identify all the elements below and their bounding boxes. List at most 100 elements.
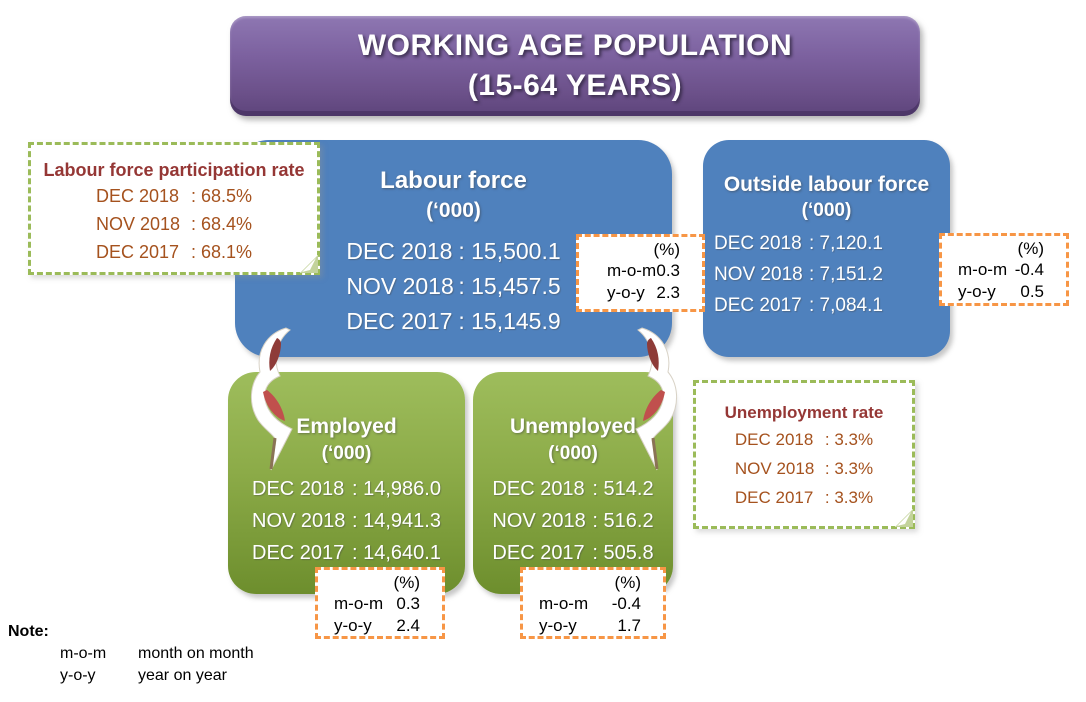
curved-down-arrow-icon bbox=[251, 327, 293, 471]
row-period: DEC 2018 bbox=[252, 478, 345, 500]
pct-row: y-o-y 2.4 bbox=[334, 615, 420, 637]
pct-row: m-o-m -0.4 bbox=[958, 259, 1044, 281]
row-period: NOV 2018 bbox=[492, 510, 586, 532]
pct-value: 2.4 bbox=[396, 616, 420, 635]
row-value: : 14,986.0 bbox=[352, 478, 441, 500]
pct-value: 0.3 bbox=[656, 261, 680, 280]
pct-label: m-o-m bbox=[958, 260, 1008, 279]
row-value: : 7,151.2 bbox=[809, 264, 883, 285]
row-value: : 14,640.1 bbox=[352, 542, 441, 564]
row-period: DEC 2018 bbox=[714, 233, 802, 254]
row-value: : 14,941.3 bbox=[352, 510, 441, 532]
footnote-abbr: y-o-y bbox=[60, 667, 96, 684]
pct-unit-label: (%) bbox=[393, 573, 420, 592]
row-value: : 7,120.1 bbox=[809, 233, 883, 254]
employed-row: DEC 2018 : 14,986.0 bbox=[228, 473, 465, 505]
row-value: : 15,145.9 bbox=[458, 308, 561, 334]
outside-labour-force-row: NOV 2018 : 7,151.2 bbox=[703, 259, 950, 290]
participation-rate-row: NOV 2018 : 68.4% bbox=[31, 210, 317, 238]
participation-rate-row: DEC 2018 : 68.5% bbox=[31, 182, 317, 210]
page-title-line2: (15-64 YEARS) bbox=[467, 69, 683, 102]
pct-label: y-o-y bbox=[607, 283, 645, 302]
footnote-title: Note: bbox=[8, 623, 49, 640]
row-period: DEC 2017 bbox=[346, 308, 453, 334]
labour-force-row: DEC 2018 : 15,500.1 bbox=[235, 234, 672, 269]
row-value: : 3.3% bbox=[824, 430, 874, 449]
row-value: : 3.3% bbox=[824, 459, 874, 478]
row-value: : 3.3% bbox=[824, 488, 874, 507]
unemployment-rate-row: NOV 2018 : 3.3% bbox=[696, 454, 912, 483]
unemployment-rate-title: Unemployment rate bbox=[724, 403, 884, 422]
row-period: DEC 2018 bbox=[346, 238, 453, 264]
row-period: DEC 2017 bbox=[252, 542, 345, 564]
row-value: : 15,500.1 bbox=[458, 238, 561, 264]
outside-labour-force-row: DEC 2017 : 7,084.1 bbox=[703, 290, 950, 321]
employed-change-box: (%) m-o-m 0.3 y-o-y 2.4 bbox=[315, 567, 445, 639]
unemployed-title: Unemployed bbox=[509, 415, 637, 438]
folded-corner-icon bbox=[895, 509, 913, 527]
employed-row: DEC 2017 : 14,640.1 bbox=[228, 537, 465, 569]
outside-labour-force-title: Outside labour force bbox=[723, 173, 930, 196]
pct-unit-label: (%) bbox=[1017, 239, 1044, 258]
page-title-line1: WORKING AGE POPULATION bbox=[357, 29, 793, 62]
pct-row: y-o-y 2.3 bbox=[607, 282, 680, 304]
row-value: : 15,457.5 bbox=[458, 273, 561, 299]
title-banner: WORKING AGE POPULATION (15-64 YEARS) bbox=[230, 16, 920, 116]
folded-corner-icon bbox=[300, 255, 318, 273]
footnote-definition: year on year bbox=[138, 667, 227, 684]
employed-row: NOV 2018 : 14,941.3 bbox=[228, 505, 465, 537]
pct-row: y-o-y 0.5 bbox=[958, 281, 1044, 303]
footnote-row: m-o-m month on month bbox=[8, 643, 254, 665]
unemployment-rate-row: DEC 2017 : 3.3% bbox=[696, 483, 912, 512]
unemployment-rate-row: DEC 2018 : 3.3% bbox=[696, 425, 912, 454]
unemployed-row: DEC 2017 : 505.8 bbox=[473, 537, 673, 569]
row-period: DEC 2017 bbox=[734, 488, 814, 507]
unemployment-rate-note: Unemployment rate DEC 2018 : 3.3% NOV 20… bbox=[693, 380, 915, 529]
employed-title: Employed bbox=[296, 415, 397, 438]
participation-rate-note: Labour force participation rate DEC 2018… bbox=[28, 142, 320, 275]
unemployed-box: Unemployed (‘000) DEC 2018 : 514.2 NOV 2… bbox=[473, 372, 673, 594]
pct-unit-label: (%) bbox=[653, 240, 680, 259]
outside-labour-force-row: DEC 2018 : 7,120.1 bbox=[703, 228, 950, 259]
curved-down-arrow-icon bbox=[635, 327, 677, 471]
pct-value: 0.5 bbox=[1020, 282, 1044, 301]
footnote-row: y-o-y year on year bbox=[8, 665, 254, 687]
unemployed-unit: (‘000) bbox=[548, 443, 598, 464]
outside-labour-force-change-box: (%) m-o-m -0.4 y-o-y 0.5 bbox=[939, 233, 1069, 306]
pct-row: y-o-y 1.7 bbox=[539, 615, 641, 637]
pct-unit-label: (%) bbox=[614, 573, 641, 592]
unemployed-change-box: (%) m-o-m -0.4 y-o-y 1.7 bbox=[520, 567, 666, 639]
row-period: DEC 2017 bbox=[95, 242, 180, 262]
row-period: DEC 2018 bbox=[492, 478, 585, 500]
pct-label: y-o-y bbox=[958, 282, 996, 301]
row-period: DEC 2018 bbox=[95, 186, 180, 206]
pct-value: -0.4 bbox=[611, 594, 641, 613]
participation-rate-title: Labour force participation rate bbox=[43, 160, 305, 180]
employed-unit: (‘000) bbox=[321, 443, 372, 464]
footnote-abbr: m-o-m bbox=[60, 645, 107, 662]
row-value: : 505.8 bbox=[592, 542, 654, 564]
row-period: DEC 2018 bbox=[734, 430, 814, 449]
pct-label: m-o-m bbox=[539, 594, 589, 613]
labour-force-change-box: (%) m-o-m 0.3 y-o-y 2.3 bbox=[576, 234, 705, 312]
outside-labour-force-unit: (‘000) bbox=[801, 200, 852, 221]
unemployed-row: DEC 2018 : 514.2 bbox=[473, 473, 673, 505]
pct-label: m-o-m bbox=[334, 594, 384, 613]
labour-force-title: Labour force bbox=[380, 167, 527, 194]
unemployed-row: NOV 2018 : 516.2 bbox=[473, 505, 673, 537]
row-period: DEC 2017 bbox=[714, 295, 802, 316]
row-value: : 516.2 bbox=[592, 510, 654, 532]
pct-row: m-o-m 0.3 bbox=[607, 260, 680, 282]
row-value: : 68.4% bbox=[190, 214, 253, 234]
row-value: : 514.2 bbox=[592, 478, 654, 500]
pct-value: 0.3 bbox=[396, 594, 420, 613]
row-period: NOV 2018 bbox=[734, 459, 815, 478]
labour-force-row: NOV 2018 : 15,457.5 bbox=[235, 269, 672, 304]
row-period: NOV 2018 bbox=[95, 214, 181, 234]
pct-value: 1.7 bbox=[617, 616, 641, 635]
footnote: Note: m-o-m month on month y-o-y year on… bbox=[8, 621, 254, 687]
pct-value: -0.4 bbox=[1014, 260, 1044, 279]
row-period: NOV 2018 bbox=[346, 273, 454, 299]
row-period: DEC 2017 bbox=[492, 542, 585, 564]
